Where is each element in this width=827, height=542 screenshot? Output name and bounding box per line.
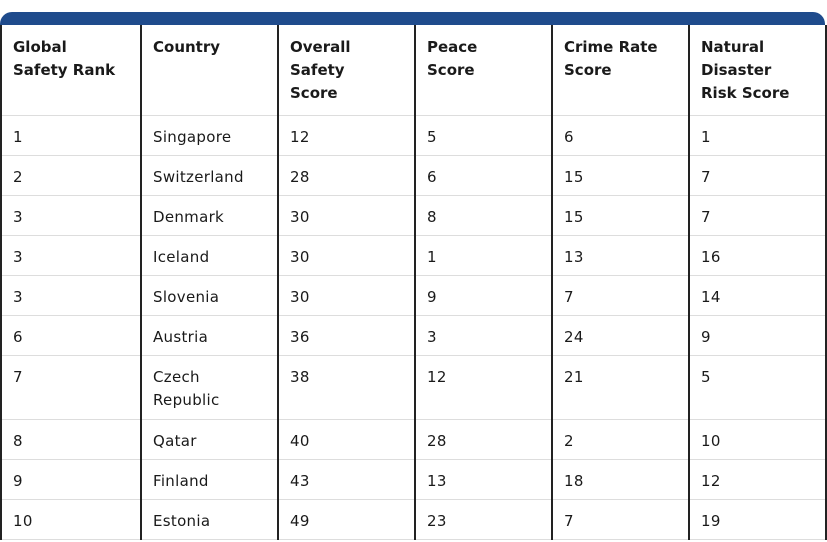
table-cell: 3 [0, 275, 142, 316]
table-cell: 13 [414, 459, 553, 500]
table-cell: 19 [688, 499, 827, 540]
table-cell: 12 [414, 355, 553, 420]
table-cell: 3 [0, 195, 142, 236]
table-cell: 30 [277, 235, 416, 276]
table-row: 3 Iceland 30 1 13 16 [0, 235, 827, 276]
table-cell: 7 [551, 499, 690, 540]
table-cell: 6 [551, 115, 690, 156]
table-cell: Switzerland [140, 155, 279, 196]
table-cell: 36 [277, 315, 416, 356]
column-header: Overall Safety Score [277, 25, 416, 116]
table-cell: Slovenia [140, 275, 279, 316]
table-cell: 43 [277, 459, 416, 500]
table-cell: Estonia [140, 499, 279, 540]
table-row: 8 Qatar 40 28 2 10 [0, 419, 827, 460]
table-cell: 23 [414, 499, 553, 540]
table-cell: 16 [688, 235, 827, 276]
table-cell: 9 [414, 275, 553, 316]
header-row: Global Safety Rank Country Overall Safety … [0, 25, 827, 116]
header-bar [0, 12, 825, 28]
table-cell: Qatar [140, 419, 279, 460]
table-cell: 18 [551, 459, 690, 500]
table-cell: 15 [551, 195, 690, 236]
table-cell: 8 [414, 195, 553, 236]
column-header: Crime Rate Score [551, 25, 690, 116]
table-row: 3 Denmark 30 8 15 7 [0, 195, 827, 236]
table-cell: 28 [277, 155, 416, 196]
table-cell: 7 [688, 155, 827, 196]
table-cell: 9 [0, 459, 142, 500]
table-cell: 3 [0, 235, 142, 276]
table-cell: 49 [277, 499, 416, 540]
table-cell: 14 [688, 275, 827, 316]
table-cell: 1 [414, 235, 553, 276]
table-cell: Austria [140, 315, 279, 356]
table-row: 1 Singapore 12 5 6 1 [0, 115, 827, 156]
table-cell: 13 [551, 235, 690, 276]
table-row: 6 Austria 36 3 24 9 [0, 315, 827, 356]
table-cell: 8 [0, 419, 142, 460]
table-cell: 5 [414, 115, 553, 156]
table-cell: 40 [277, 419, 416, 460]
table-cell: 15 [551, 155, 690, 196]
table-cell: 5 [688, 355, 827, 420]
table-cell: 1 [688, 115, 827, 156]
table-row: 9 Finland 43 13 18 12 [0, 459, 827, 500]
table-cell: 9 [688, 315, 827, 356]
table-cell: 1 [0, 115, 142, 156]
table-cell: 10 [0, 499, 142, 540]
column-header: Country [140, 25, 279, 116]
table-cell: Denmark [140, 195, 279, 236]
table-cell: 6 [414, 155, 553, 196]
table-cell: 28 [414, 419, 553, 460]
table-cell: 2 [551, 419, 690, 460]
safety-table: Global Safety Rank Country Overall Safety … [0, 25, 827, 540]
table-cell: 24 [551, 315, 690, 356]
table-cell: Iceland [140, 235, 279, 276]
table-cell: 30 [277, 195, 416, 236]
table-cell: 10 [688, 419, 827, 460]
table-cell: Czech Republic [140, 355, 279, 420]
table-body: 1 Singapore 12 5 6 1 2 Switzerland 28 6 15 7 3 Denmar… [0, 115, 827, 540]
table-cell: 6 [0, 315, 142, 356]
table-cell: 7 [551, 275, 690, 316]
table-row: 7 Czech Republic 38 12 21 5 [0, 355, 827, 420]
table-cell: 12 [277, 115, 416, 156]
table-cell: 38 [277, 355, 416, 420]
table-cell: 3 [414, 315, 553, 356]
table-cell: 21 [551, 355, 690, 420]
table-cell: Finland [140, 459, 279, 500]
table-cell: 30 [277, 275, 416, 316]
table-cell: 12 [688, 459, 827, 500]
table-row: 10 Estonia 49 23 7 19 [0, 499, 827, 540]
table-row: 2 Switzerland 28 6 15 7 [0, 155, 827, 196]
column-header: Peace Score [414, 25, 553, 116]
column-header: Global Safety Rank [0, 25, 142, 116]
table-cell: 7 [0, 355, 142, 420]
table-row: 3 Slovenia 30 9 7 14 [0, 275, 827, 316]
table-cell: 7 [688, 195, 827, 236]
table-cell: 2 [0, 155, 142, 196]
table-cell: Singapore [140, 115, 279, 156]
column-header: Natural Disaster Risk Score [688, 25, 827, 116]
